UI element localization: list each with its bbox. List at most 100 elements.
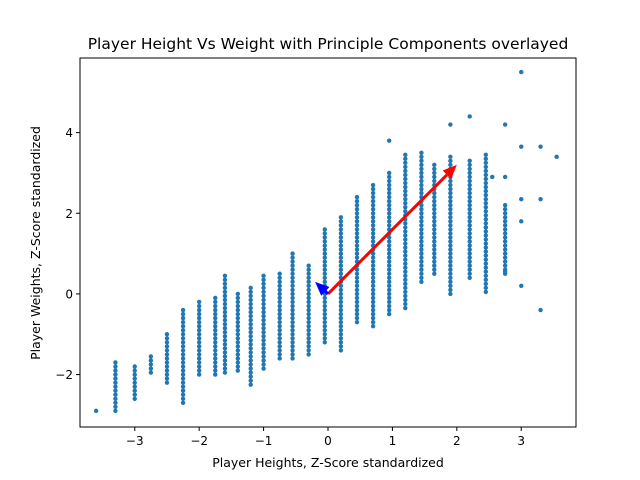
data-point: [502, 227, 508, 232]
data-point: [483, 269, 489, 274]
data-point: [196, 299, 202, 305]
data-point: [403, 221, 408, 226]
data-point: [338, 239, 344, 244]
data-point: [290, 344, 295, 349]
data-point: [483, 265, 489, 270]
data-point: [277, 348, 282, 353]
data-point: [419, 186, 424, 192]
data-point: [419, 247, 424, 252]
data-point: [261, 326, 266, 331]
data-point: [180, 380, 186, 385]
data-point: [354, 215, 360, 220]
data-point: [432, 207, 437, 212]
data-point: [386, 251, 392, 256]
data-point: [354, 219, 360, 224]
data-point: [386, 311, 392, 317]
data-point: [448, 251, 453, 256]
data-point: [403, 241, 408, 246]
data-point: [180, 328, 186, 333]
data-point: [322, 251, 327, 256]
data-point: [235, 323, 241, 329]
data-point: [322, 235, 327, 240]
data-point: [403, 156, 408, 162]
data-point: [306, 336, 311, 341]
data-point: [277, 283, 282, 289]
data-point: [432, 227, 437, 232]
data-point: [419, 219, 424, 224]
data-point: [502, 219, 508, 224]
data-point: [132, 392, 137, 397]
data-point: [222, 313, 228, 319]
data-point: [196, 360, 202, 365]
data-point: [370, 182, 376, 188]
data-point: [354, 283, 360, 289]
data-point: [386, 283, 392, 289]
data-point: [277, 336, 282, 341]
data-point: [370, 198, 376, 204]
data-point: [306, 291, 311, 297]
data-point: [448, 190, 453, 196]
data-point: [213, 336, 218, 341]
data-point: [370, 267, 376, 272]
data-point: [196, 356, 202, 361]
data-point: [403, 225, 408, 230]
data-point: [261, 293, 266, 299]
chart-title: Player Height Vs Weight with Principle C…: [88, 35, 569, 53]
data-point: [370, 194, 376, 200]
x-tick-label: 3: [517, 434, 525, 448]
data-point: [132, 364, 137, 369]
data-point: [483, 205, 489, 210]
data-point: [403, 273, 408, 278]
data-point: [338, 291, 344, 297]
data-point: [248, 362, 253, 367]
data-point: [403, 305, 408, 311]
data-point: [432, 166, 437, 172]
data-point: [370, 283, 376, 289]
data-point: [290, 271, 295, 276]
data-point: [235, 344, 241, 349]
data-point: [386, 203, 392, 208]
data-point: [306, 352, 311, 357]
data-point: [403, 269, 408, 274]
data-point: [322, 340, 327, 345]
data-point: [261, 334, 266, 339]
data-point: [386, 271, 392, 276]
data-point: [467, 271, 472, 276]
data-point: [467, 190, 472, 196]
data-point: [403, 265, 408, 270]
data-point: [338, 231, 344, 236]
data-point: [432, 162, 437, 168]
data-point: [213, 348, 218, 353]
data-point: [322, 319, 327, 325]
data-point: [180, 348, 186, 353]
data-point: [386, 303, 392, 309]
data-point: [222, 277, 228, 282]
data-point: [370, 291, 376, 297]
data-point: [306, 332, 311, 337]
data-point: [213, 360, 218, 365]
data-point: [338, 336, 344, 341]
data-point: [419, 279, 424, 285]
data-point: [261, 330, 266, 335]
pc2-arrow-head: [315, 281, 330, 296]
data-point: [277, 311, 282, 317]
data-point: [338, 227, 344, 232]
data-point: [370, 271, 376, 276]
data-point: [164, 368, 170, 373]
x-axis: −3 −2 −1 0 1 2 3: [126, 427, 525, 448]
data-point: [386, 263, 392, 268]
data-point: [467, 158, 472, 164]
x-tick-label: 1: [389, 434, 397, 448]
data-point: [196, 344, 202, 349]
data-point: [467, 235, 472, 240]
data-point: [467, 194, 472, 200]
data-point: [432, 215, 437, 220]
data-point: [338, 332, 344, 337]
pc1-arrow: [326, 164, 457, 295]
data-point: [180, 384, 186, 389]
data-point: [261, 358, 266, 363]
data-point: [403, 249, 408, 254]
data-point: [248, 350, 253, 355]
data-point: [338, 295, 344, 301]
data-point: [180, 315, 186, 321]
